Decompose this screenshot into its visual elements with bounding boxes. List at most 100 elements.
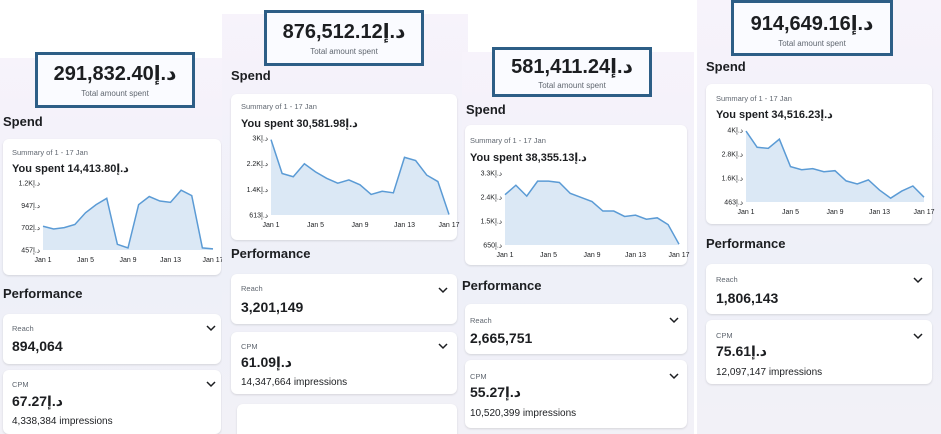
summary-label: Summary of 1 - 17 Jan bbox=[241, 102, 317, 111]
spent-summary: You spent 14,413.80د.إ bbox=[12, 163, 129, 175]
spend-chart: 3.3Kد.إ 2.4Kد.إ 1.5Kد.إ 650د.إ Jan 1 Jan 5 Jan… bbox=[481, 170, 690, 260]
ads-panel-3: Spend Summary of 1 - 17 Jan You spent 38… bbox=[462, 52, 694, 434]
reach-card[interactable]: Reach 1,806,143 bbox=[706, 264, 932, 314]
reach-label: Reach bbox=[241, 284, 263, 293]
spent-summary: You spent 38,355.13د.إ bbox=[470, 152, 587, 164]
next-card-edge bbox=[237, 404, 457, 434]
x-tick-label: Jan 9 bbox=[351, 222, 368, 229]
x-tick-label: Jan 5 bbox=[77, 257, 94, 264]
cpm-value: 75.61د.إ bbox=[716, 343, 767, 359]
spend-line bbox=[745, 130, 925, 200]
spend-card: Summary of 1 - 17 Jan You spent 34,516.2… bbox=[706, 84, 935, 224]
chevron-down-icon[interactable] bbox=[205, 378, 217, 390]
spend-area bbox=[271, 139, 449, 215]
y-tick-label: 3.3Kد.إ bbox=[481, 170, 502, 178]
summary-label: Summary of 1 - 17 Jan bbox=[716, 94, 792, 103]
y-tick-label: 3Kد.إ bbox=[252, 135, 268, 143]
total-label: Total amount spent bbox=[778, 39, 846, 48]
chevron-down-icon[interactable] bbox=[668, 370, 680, 382]
x-tick-label: Jan 9 bbox=[119, 257, 136, 264]
x-tick-label: Jan 9 bbox=[583, 252, 600, 259]
total-amount: 581,411.24د.إ bbox=[511, 56, 633, 78]
x-tick-label: Jan 13 bbox=[160, 257, 181, 264]
y-tick-label: 1.2Kد.إ bbox=[19, 180, 40, 188]
spend-line bbox=[42, 189, 214, 250]
x-tick-label: Jan 13 bbox=[394, 222, 415, 229]
performance-heading: Performance bbox=[231, 246, 311, 261]
spend-chart: 4Kد.إ 2.8Kد.إ 1.6Kد.إ 463د.إ Jan 1 Jan 5 Jan 9… bbox=[722, 127, 935, 217]
chevron-down-icon[interactable] bbox=[205, 322, 217, 334]
spend-chart: 3Kد.إ 2.2Kد.إ 1.4Kد.إ 613د.إ Jan 1 Jan 5 Jan 9… bbox=[247, 135, 460, 230]
spend-area bbox=[505, 181, 679, 245]
spend-card: Summary of 1 - 17 Jan You spent 30,581.9… bbox=[231, 94, 460, 240]
spend-card: Summary of 1 - 17 Jan You spent 38,355.1… bbox=[465, 125, 690, 265]
x-tick-label: Jan 1 bbox=[262, 222, 279, 229]
chevron-down-icon[interactable] bbox=[437, 284, 449, 296]
impressions-count: 14,347,664 impressions bbox=[241, 377, 348, 388]
reach-label: Reach bbox=[716, 275, 738, 284]
y-tick-label: 1.6Kد.إ bbox=[722, 175, 743, 183]
x-tick-label: Jan 1 bbox=[34, 257, 51, 264]
cpm-value: 61.09د.إ bbox=[241, 354, 292, 370]
cpm-value: 67.27د.إ bbox=[12, 393, 63, 409]
spend-heading: Spend bbox=[466, 102, 506, 117]
performance-heading: Performance bbox=[706, 236, 786, 251]
total-spent-box: 581,411.24د.إ Total amount spent bbox=[492, 47, 652, 97]
cpm-card[interactable]: CPM 75.61د.إ 12,097,147 impressions bbox=[706, 320, 932, 384]
y-tick-label: 463د.إ bbox=[724, 199, 743, 207]
spent-summary: You spent 30,581.98د.إ bbox=[241, 118, 358, 130]
reach-value: 3,201,149 bbox=[241, 299, 304, 315]
spend-area bbox=[43, 190, 213, 250]
total-spent-box: 291,832.40د.إ Total amount spent bbox=[35, 52, 195, 108]
cpm-card[interactable]: CPM 61.09د.إ 14,347,664 impressions bbox=[231, 332, 457, 394]
impressions-count: 4,338,384 impressions bbox=[12, 416, 113, 427]
x-tick-label: Jan 13 bbox=[869, 209, 890, 216]
chevron-down-icon[interactable] bbox=[437, 340, 449, 352]
reach-value: 1,806,143 bbox=[716, 290, 779, 306]
reach-card[interactable]: Reach 3,201,149 bbox=[231, 274, 457, 324]
reach-card[interactable]: Reach 894,064 bbox=[3, 314, 221, 364]
spend-line bbox=[504, 180, 680, 245]
x-tick-label: Jan 5 bbox=[540, 252, 557, 259]
y-tick-label: 650د.إ bbox=[483, 242, 502, 250]
summary-label: Summary of 1 - 17 Jan bbox=[12, 148, 88, 157]
y-tick-label: 2.4Kد.إ bbox=[481, 194, 502, 202]
impressions-count: 10,520,399 impressions bbox=[470, 408, 577, 419]
reach-card[interactable]: Reach 2,665,751 bbox=[465, 304, 687, 354]
chevron-down-icon[interactable] bbox=[912, 274, 924, 286]
cpm-card[interactable]: CPM 55.27د.إ 10,520,399 impressions bbox=[465, 360, 687, 428]
x-tick-label: Jan 1 bbox=[496, 252, 513, 259]
cpm-label: CPM bbox=[241, 342, 258, 351]
cpm-value: 55.27د.إ bbox=[470, 384, 521, 400]
summary-label: Summary of 1 - 17 Jan bbox=[470, 136, 546, 145]
cpm-card[interactable]: CPM 67.27د.إ 4,338,384 impressions bbox=[3, 370, 221, 434]
spend-heading: Spend bbox=[706, 59, 746, 74]
total-label: Total amount spent bbox=[310, 47, 378, 56]
reach-label: Reach bbox=[470, 316, 492, 325]
y-tick-label: 1.4Kد.إ bbox=[247, 186, 268, 194]
y-tick-label: 1.5Kد.إ bbox=[481, 218, 502, 226]
cpm-label: CPM bbox=[716, 331, 733, 340]
x-tick-label: Jan 17 bbox=[438, 222, 459, 229]
spend-card: Summary of 1 - 17 Jan You spent 14,413.8… bbox=[3, 139, 224, 275]
spend-chart: 1.2Kد.إ 947د.إ 702د.إ 457د.إ Jan 1 Jan 5 Jan 9… bbox=[19, 180, 224, 265]
reach-value: 2,665,751 bbox=[470, 330, 533, 346]
total-label: Total amount spent bbox=[81, 89, 149, 98]
x-tick-label: Jan 5 bbox=[307, 222, 324, 229]
y-tick-label: 2.8Kد.إ bbox=[722, 151, 743, 159]
impressions-count: 12,097,147 impressions bbox=[716, 367, 823, 378]
spend-heading: Spend bbox=[231, 68, 271, 83]
total-spent-box: 876,512.12د.إ Total amount spent bbox=[264, 10, 424, 66]
total-amount: 291,832.40د.إ bbox=[53, 63, 177, 85]
chevron-down-icon[interactable] bbox=[668, 314, 680, 326]
performance-heading: Performance bbox=[3, 286, 83, 301]
chevron-down-icon[interactable] bbox=[912, 330, 924, 342]
reach-label: Reach bbox=[12, 324, 34, 333]
x-tick-label: Jan 13 bbox=[625, 252, 646, 259]
y-tick-label: 613د.إ bbox=[249, 212, 268, 220]
x-tick-label: Jan 17 bbox=[202, 257, 223, 264]
x-tick-label: Jan 5 bbox=[782, 209, 799, 216]
y-tick-label: 947د.إ bbox=[21, 202, 40, 210]
ads-panel-2: Spend Summary of 1 - 17 Jan You spent 30… bbox=[222, 14, 468, 434]
y-tick-label: 702د.إ bbox=[21, 224, 40, 232]
